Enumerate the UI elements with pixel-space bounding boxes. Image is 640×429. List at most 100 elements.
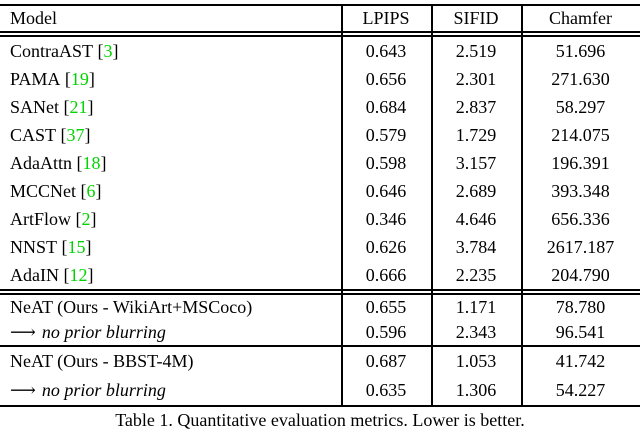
- table-row: SANet [21] 0.684 2.837 58.297: [0, 93, 640, 121]
- results-table: Model LPIPS SIFID Chamfer ContraAST [3] 0…: [0, 4, 640, 407]
- model-cell: PAMA [19]: [0, 69, 341, 90]
- model-cell: NNST [15]: [0, 237, 341, 258]
- model-cell: AdaAttn [18]: [0, 153, 341, 174]
- value-cell: 1.729: [455, 124, 497, 145]
- column-divider: [521, 4, 523, 407]
- model-name: NeAT (Ours - BBST-4M): [10, 351, 194, 371]
- value-cell: 0.684: [365, 96, 407, 117]
- value-cell: 78.780: [555, 297, 606, 317]
- model-name: CAST: [10, 124, 57, 145]
- value-cell: 0.666: [365, 264, 407, 285]
- model-name: AdaAttn: [10, 152, 72, 173]
- model-name: ContraAST: [10, 40, 93, 61]
- model-cell: ContraAST [3]: [0, 41, 341, 62]
- table-row: NeAT (Ours - WikiArt+MSCoco) 0.655 1.171 78…: [0, 295, 640, 320]
- value-cell: 0.655: [365, 297, 407, 317]
- citation-bracket: ]: [87, 264, 94, 285]
- value-cell: 2.837: [455, 96, 497, 117]
- value-cell: 0.598: [365, 152, 407, 173]
- column-header-sifid: SIFID: [453, 8, 499, 28]
- table-section-baselines: ContraAST [3] 0.643 2.519 51.696 PAMA [19] 0.…: [0, 37, 640, 289]
- citation-link[interactable]: 19: [70, 68, 89, 89]
- table-row: NeAT (Ours - BBST-4M) 0.687 1.053 41.742: [0, 347, 640, 376]
- citation-bracket: ]: [88, 68, 95, 89]
- value-cell: 0.656: [365, 68, 407, 89]
- long-right-arrow-icon: ⟶: [10, 380, 36, 400]
- column-divider: [341, 4, 343, 407]
- model-cell: AdaIN [12]: [0, 265, 341, 286]
- table-section-neat-bbst: NeAT (Ours - BBST-4M) 0.687 1.053 41.742 ⟶ no…: [0, 347, 640, 405]
- value-cell: 204.790: [551, 264, 610, 285]
- column-header-chamfer: Chamfer: [549, 8, 612, 28]
- citation-link[interactable]: 37: [66, 124, 85, 145]
- citation-bracket: ]: [87, 96, 94, 117]
- value-cell: 214.075: [551, 124, 610, 145]
- table-bottom-rule: [0, 405, 640, 407]
- value-cell: 1.306: [455, 380, 497, 400]
- column-header-lpips: LPIPS: [362, 8, 410, 28]
- table-row: ArtFlow [2] 0.346 4.646 656.336: [0, 205, 640, 233]
- citation-bracket: [: [57, 236, 68, 257]
- value-cell: 0.687: [365, 351, 407, 371]
- value-cell: 54.227: [555, 380, 606, 400]
- table-row: MCCNet [6] 0.646 2.689 393.348: [0, 177, 640, 205]
- model-cell: ⟶ no prior blurring: [0, 322, 341, 343]
- value-cell: 4.646: [455, 208, 497, 229]
- citation-bracket: [: [93, 40, 104, 61]
- value-cell: 2.301: [455, 68, 497, 89]
- model-name: no prior blurring: [41, 322, 166, 342]
- model-name: MCCNet: [10, 180, 77, 201]
- citation-link[interactable]: 18: [82, 152, 101, 173]
- value-cell: 3.784: [455, 236, 497, 257]
- citation-link[interactable]: 21: [69, 96, 88, 117]
- value-cell: 0.346: [365, 208, 407, 229]
- table-row: PAMA [19] 0.656 2.301 271.630: [0, 65, 640, 93]
- citation-bracket: ]: [95, 180, 102, 201]
- value-cell: 2.689: [455, 180, 497, 201]
- citation-bracket: [: [71, 208, 82, 229]
- value-cell: 656.336: [551, 208, 610, 229]
- model-name: no prior blurring: [41, 380, 166, 400]
- table-caption: Table 1. Quantitative evaluation metrics…: [115, 410, 525, 429]
- citation-bracket: ]: [112, 40, 119, 61]
- value-cell: 41.742: [555, 351, 606, 371]
- value-cell: 0.635: [365, 380, 407, 400]
- citation-bracket: [: [59, 96, 70, 117]
- value-cell: 196.391: [551, 152, 610, 173]
- table-row: AdaIN [12] 0.666 2.235 204.790: [0, 261, 640, 289]
- citation-link[interactable]: 12: [69, 264, 88, 285]
- table-row: AdaAttn [18] 0.598 3.157 196.391: [0, 149, 640, 177]
- citation-link[interactable]: 15: [67, 236, 86, 257]
- citation-link[interactable]: 3: [103, 40, 113, 61]
- column-divider: [431, 4, 433, 407]
- model-name: ArtFlow: [10, 208, 72, 229]
- model-cell: ArtFlow [2]: [0, 209, 341, 230]
- citation-bracket: ]: [100, 152, 107, 173]
- value-cell: 0.646: [365, 180, 407, 201]
- value-cell: 271.630: [551, 68, 610, 89]
- table-header-row: Model LPIPS SIFID Chamfer: [0, 6, 640, 31]
- long-right-arrow-icon: ⟶: [10, 322, 36, 342]
- value-cell: 96.541: [555, 322, 606, 342]
- value-cell: 1.053: [455, 351, 497, 371]
- model-name: NNST: [10, 236, 58, 257]
- value-cell: 3.157: [455, 152, 497, 173]
- citation-link[interactable]: 2: [81, 208, 91, 229]
- table-row: ⟶ no prior blurring 0.635 1.306 54.227: [0, 376, 640, 405]
- column-header-model: Model: [10, 8, 57, 28]
- citation-bracket: ]: [84, 124, 91, 145]
- table-top-rule: [0, 4, 640, 6]
- citation-bracket: ]: [85, 236, 92, 257]
- value-cell: 51.696: [555, 40, 606, 61]
- value-cell: 0.643: [365, 40, 407, 61]
- model-name: AdaIN: [10, 264, 59, 285]
- table-section-neat-wikiart: NeAT (Ours - WikiArt+MSCoco) 0.655 1.171 78…: [0, 295, 640, 345]
- value-cell: 2.235: [455, 264, 497, 285]
- section-separator-rule: [0, 345, 640, 347]
- model-cell: NeAT (Ours - WikiArt+MSCoco): [0, 297, 341, 318]
- value-cell: 1.171: [455, 297, 497, 317]
- model-name: SANet: [10, 96, 59, 117]
- citation-link[interactable]: 6: [86, 180, 96, 201]
- model-name: NeAT (Ours - WikiArt+MSCoco): [10, 297, 253, 317]
